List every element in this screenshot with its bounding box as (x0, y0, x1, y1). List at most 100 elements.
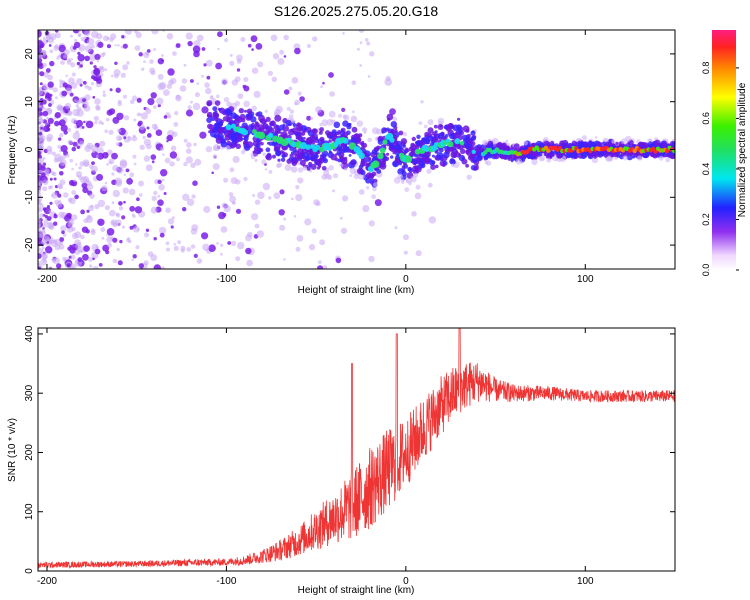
noise-blob (56, 56, 60, 60)
spectral-blob (337, 158, 342, 163)
spectral-blob (450, 151, 457, 158)
spectral-blob (433, 124, 438, 129)
noise-blob (81, 182, 88, 189)
snr-plot-area (38, 328, 675, 570)
spectral-blob (292, 148, 297, 153)
noise-blob (306, 44, 311, 48)
noise-blob (279, 189, 285, 195)
spectral-blob (609, 151, 616, 158)
ridge-peak (433, 142, 439, 148)
noise-blob (119, 239, 123, 244)
spectral-blob (371, 127, 379, 135)
noise-blob (65, 153, 70, 158)
noise-blob (299, 96, 305, 102)
noise-blob (232, 155, 240, 164)
noise-blob (151, 195, 157, 201)
noise-blob (77, 51, 81, 56)
noise-blob (190, 79, 194, 83)
spectral-blob (437, 124, 444, 130)
noise-blob (108, 158, 115, 165)
noise-blob (45, 68, 51, 73)
noise-blob (203, 205, 211, 214)
spectral-blob (218, 121, 224, 127)
noise-blob (171, 216, 175, 220)
spectral-blob (214, 112, 219, 117)
noise-blob (190, 100, 193, 104)
noise-blob (194, 92, 200, 98)
noise-blob (40, 44, 44, 49)
ridge-peak (268, 132, 274, 139)
noise-blob (69, 158, 74, 163)
noise-blob (72, 141, 78, 147)
noise-blob (196, 34, 204, 42)
noise-blob (257, 61, 264, 68)
noise-blob (59, 132, 64, 138)
noise-blob (38, 118, 44, 125)
noise-blob (150, 154, 157, 160)
spectral-blob (418, 160, 425, 167)
noise-blob (173, 245, 179, 251)
noise-blob (43, 224, 47, 228)
noise-blob (38, 61, 43, 67)
spectral-blob (214, 117, 219, 122)
noise-blob (201, 106, 209, 114)
noise-blob (317, 260, 322, 264)
noise-blob (65, 87, 72, 95)
noise-blob (92, 265, 99, 269)
noise-blob (170, 77, 177, 85)
noise-blob (94, 121, 98, 125)
noise-blob (75, 163, 78, 166)
noise-blob (74, 194, 79, 200)
spectral-blob (598, 152, 601, 155)
noise-blob (65, 74, 68, 78)
noise-blob (96, 173, 104, 181)
noise-blob (76, 125, 80, 129)
x-tick-label: -100 (216, 576, 236, 587)
spectrogram-marks (38, 30, 675, 269)
spectral-blob (396, 145, 403, 151)
noise-blob (350, 115, 358, 123)
noise-blob (43, 71, 49, 78)
noise-blob (62, 82, 68, 88)
spectral-blob (658, 155, 664, 161)
noise-blob (278, 209, 285, 216)
y-tick-label: 0 (24, 146, 35, 152)
spectral-blob (321, 166, 327, 171)
spectral-blob (277, 158, 281, 162)
spectral-blob (245, 126, 249, 130)
spectral-blob (411, 147, 416, 152)
spectral-blob (420, 157, 424, 160)
noise-blob (182, 207, 187, 212)
noise-blob (229, 53, 233, 57)
noise-blob (220, 252, 223, 256)
noise-blob (87, 86, 93, 91)
noise-blob (139, 144, 145, 150)
noise-blob (131, 258, 134, 262)
noise-blob (273, 192, 281, 200)
spectral-blob (392, 146, 395, 150)
noise-blob (216, 205, 221, 209)
spectral-blob (373, 182, 378, 188)
noise-blob (59, 79, 62, 83)
noise-blob (294, 47, 301, 55)
ridge-peak (257, 131, 266, 140)
spectral-blob (440, 136, 444, 140)
noise-blob (293, 215, 297, 218)
noise-blob (42, 207, 47, 211)
noise-blob (175, 43, 181, 48)
spectral-blob (214, 100, 221, 106)
spectral-blob (415, 141, 418, 145)
noise-blob (221, 202, 227, 208)
spectral-blob (360, 170, 366, 176)
noise-blob (169, 151, 178, 159)
noise-blob (75, 171, 83, 178)
noise-blob (71, 167, 74, 171)
noise-blob (60, 145, 68, 153)
spectral-blob (265, 116, 271, 122)
noise-blob (229, 167, 235, 173)
noise-blob (71, 190, 77, 195)
spectral-blob (250, 153, 254, 157)
noise-blob (149, 59, 154, 64)
spectral-blob (401, 178, 405, 183)
noise-blob (77, 257, 83, 262)
